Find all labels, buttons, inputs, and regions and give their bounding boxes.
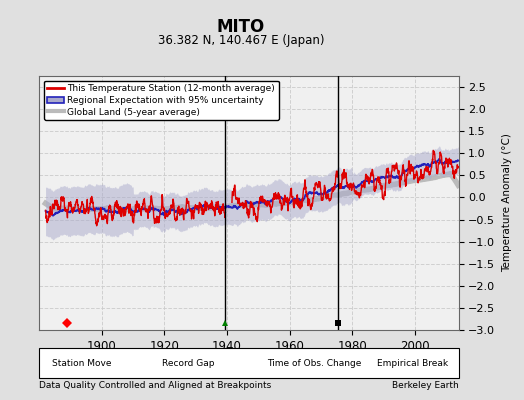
Text: Record Gap: Record Gap — [163, 358, 215, 368]
Text: Time of Obs. Change: Time of Obs. Change — [267, 358, 362, 368]
Text: Station Move: Station Move — [58, 358, 118, 368]
Legend: This Temperature Station (12-month average), Regional Expectation with 95% uncer: This Temperature Station (12-month avera… — [44, 80, 279, 120]
Text: Record Gap: Record Gap — [162, 358, 215, 368]
Text: Time of Obs. Change: Time of Obs. Change — [268, 358, 362, 368]
Text: Berkeley Earth: Berkeley Earth — [392, 381, 458, 390]
Text: Empirical Break: Empirical Break — [377, 358, 448, 368]
Text: 36.382 N, 140.467 E (Japan): 36.382 N, 140.467 E (Japan) — [158, 34, 324, 47]
Text: Station Move: Station Move — [52, 358, 112, 368]
Text: Empirical Break: Empirical Break — [377, 358, 449, 368]
Text: Data Quality Controlled and Aligned at Breakpoints: Data Quality Controlled and Aligned at B… — [39, 381, 271, 390]
Text: MITO: MITO — [217, 18, 265, 36]
Y-axis label: Temperature Anomaly (°C): Temperature Anomaly (°C) — [503, 134, 512, 272]
